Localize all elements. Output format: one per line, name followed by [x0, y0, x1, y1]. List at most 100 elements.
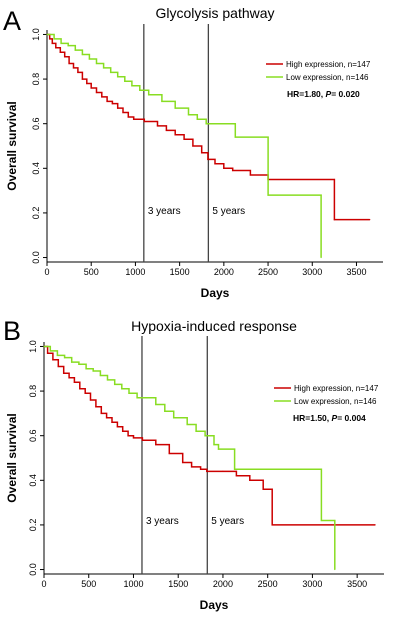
data-point: [141, 439, 143, 441]
data-point: [217, 448, 220, 450]
y-tick-label: 0.0: [31, 251, 41, 264]
x-tick-label: 500: [81, 579, 96, 589]
data-point: [60, 42, 62, 45]
data-point: [182, 461, 184, 464]
data-point: [223, 167, 225, 169]
data-point: [72, 67, 75, 69]
legend-label: High expression, n=147: [294, 384, 379, 393]
data-point: [49, 38, 51, 40]
data-point: [155, 444, 157, 446]
data-point: [133, 118, 135, 120]
hazard-ratio-annotation: HR=1.50, P= 0.004: [293, 413, 366, 423]
data-point: [186, 423, 188, 426]
x-axis-label: Days: [200, 598, 229, 612]
data-point: [320, 256, 322, 259]
data-point: [234, 136, 236, 138]
data-point: [132, 437, 135, 439]
data-point: [334, 568, 336, 571]
data-point: [90, 87, 92, 89]
data-point: [86, 82, 88, 85]
data-point: [117, 76, 119, 78]
data-point: [59, 51, 61, 53]
data-point: [122, 111, 124, 114]
y-tick-label: 0.2: [31, 207, 41, 220]
data-point: [56, 354, 59, 356]
data-point: [201, 152, 203, 154]
data-point: [101, 96, 103, 98]
x-tick-label: 1000: [125, 267, 145, 277]
y-tick-label: 0.8: [28, 385, 38, 398]
y-tick-label: 0.6: [28, 429, 38, 442]
data-point: [124, 80, 126, 82]
data-point: [100, 412, 102, 414]
data-point: [374, 524, 376, 526]
data-point: [165, 129, 167, 131]
x-tick-label: 3000: [302, 579, 322, 589]
data-point: [74, 49, 76, 51]
data-point: [114, 383, 116, 385]
data-point: [95, 62, 98, 65]
data-point: [68, 62, 70, 65]
data-point: [174, 134, 176, 136]
data-point: [234, 448, 236, 450]
data-point: [136, 397, 138, 399]
data-point: [78, 363, 80, 365]
x-tick-label: 2500: [258, 579, 278, 589]
data-point: [55, 47, 57, 49]
data-point: [77, 71, 79, 73]
data-point: [47, 352, 49, 354]
y-tick-label: 0.4: [28, 474, 38, 487]
data-point: [196, 118, 198, 120]
series-line-high-expression: [44, 345, 376, 526]
chart-panel-a: A Glycolysis pathway 0 500 1000 1500 2000 2500 3…: [3, 5, 383, 300]
series-line-low-expression: [47, 33, 322, 258]
data-point: [192, 145, 194, 147]
data-point: [262, 488, 264, 490]
chart-title: Glycolysis pathway: [155, 5, 274, 21]
data-point: [333, 219, 335, 221]
panel-label: B: [3, 316, 21, 346]
data-point: [320, 194, 322, 196]
y-tick-label: 1.0: [31, 28, 41, 41]
series-line-low-expression: [44, 345, 336, 570]
data-point: [106, 100, 108, 102]
data-point: [334, 519, 336, 522]
data-point: [235, 475, 237, 477]
data-point: [122, 430, 124, 432]
data-point: [88, 58, 90, 60]
data-point: [89, 399, 92, 401]
data-point: [234, 123, 236, 125]
y-tick-label: 0.0: [28, 563, 38, 576]
data-point: [214, 163, 216, 165]
data-point: [249, 174, 251, 176]
data-point: [79, 388, 81, 390]
x-tick-label: 0: [41, 579, 46, 589]
data-point: [127, 435, 129, 437]
y-axis-label: Overall survival: [5, 101, 19, 190]
data-point: [52, 359, 54, 361]
data-point: [173, 417, 175, 419]
x-tick-label: 1000: [123, 579, 143, 589]
data-point: [320, 468, 322, 470]
x-tick-label: 1500: [170, 267, 190, 277]
data-point: [81, 53, 83, 56]
reference-line-label: 3 years: [146, 516, 179, 527]
data-point: [121, 388, 123, 390]
data-point: [117, 107, 119, 109]
data-point: [187, 114, 190, 116]
data-point: [207, 158, 209, 160]
data-point: [127, 116, 129, 118]
data-point: [73, 381, 75, 383]
x-tick-label: 3500: [347, 579, 367, 589]
data-point: [222, 470, 224, 472]
data-point: [95, 91, 98, 94]
data-point: [191, 466, 193, 468]
panel-label: A: [3, 6, 21, 36]
data-point: [111, 103, 113, 105]
data-point: [71, 361, 73, 363]
x-tick-label: 2000: [213, 579, 233, 589]
hazard-ratio-annotation: HR=1.80, P= 0.020: [287, 89, 360, 99]
data-point: [67, 45, 69, 47]
x-tick-label: 1500: [168, 579, 188, 589]
